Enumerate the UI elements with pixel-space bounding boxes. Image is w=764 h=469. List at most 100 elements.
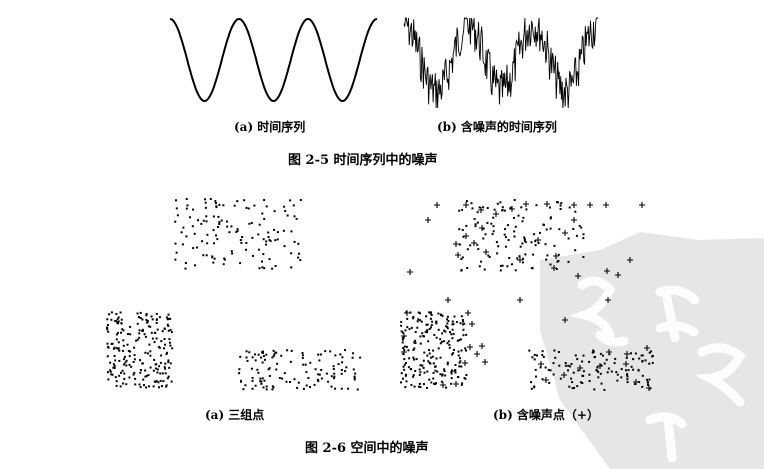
cluster-point <box>341 356 344 359</box>
cluster-point <box>144 351 147 354</box>
cluster-point <box>534 240 537 243</box>
cluster-point <box>175 207 178 210</box>
cluster-point <box>458 365 461 368</box>
cluster-point <box>273 228 276 231</box>
noise-point <box>543 377 549 383</box>
cluster-point <box>148 385 150 388</box>
cluster-point <box>215 234 217 237</box>
cluster-point <box>114 376 117 379</box>
cluster-point <box>245 248 247 251</box>
cluster-point <box>230 225 233 228</box>
cluster-point <box>482 206 485 209</box>
cluster-point <box>332 368 335 370</box>
cluster-point <box>626 381 629 384</box>
cluster-point <box>401 338 404 341</box>
cluster-point <box>454 369 457 371</box>
cluster-point <box>423 335 425 338</box>
cluster-point <box>296 386 299 389</box>
cluster-point <box>413 341 416 344</box>
cluster-point <box>252 254 254 257</box>
cluster-point <box>435 336 438 339</box>
noise-point <box>604 268 610 274</box>
cluster-point <box>250 222 253 224</box>
cluster-point <box>127 333 129 335</box>
cluster-point <box>128 363 131 366</box>
cluster-point <box>180 231 183 234</box>
cluster-point <box>264 358 266 361</box>
cluster-point <box>408 357 411 360</box>
cluster-point <box>156 368 159 371</box>
cluster-point <box>302 387 305 390</box>
cluster-point <box>265 385 268 388</box>
cluster-point <box>281 377 284 380</box>
noise-point <box>479 225 485 231</box>
cluster-point <box>263 379 266 382</box>
cluster-point <box>115 338 118 341</box>
cluster-point <box>417 311 420 314</box>
cluster-point <box>132 373 135 376</box>
cluster-point <box>548 381 551 384</box>
cluster-point <box>192 208 195 211</box>
cluster-point <box>169 344 172 347</box>
cluster-point <box>641 360 644 363</box>
cluster-point <box>454 364 457 366</box>
noise-point <box>467 344 473 350</box>
cluster-point <box>280 354 283 357</box>
cluster-point <box>402 347 405 349</box>
cluster-point <box>423 371 426 374</box>
cluster-point <box>247 207 250 210</box>
cluster-point <box>555 268 558 270</box>
cluster-point <box>290 266 293 269</box>
cluster-point <box>140 369 142 371</box>
noise-point <box>627 257 633 263</box>
cluster-point <box>204 206 207 209</box>
cluster-point <box>450 377 453 380</box>
cluster-point <box>107 324 109 326</box>
cluster-point <box>518 255 521 258</box>
cluster-point <box>499 269 502 272</box>
cluster-point <box>196 246 199 249</box>
cluster-point <box>274 351 277 354</box>
cluster-point <box>133 358 136 361</box>
cluster-point <box>644 359 647 362</box>
cluster-point <box>412 374 415 377</box>
cluster-point <box>491 233 494 236</box>
cluster-point <box>333 372 336 375</box>
cluster-point <box>513 216 515 219</box>
cluster-point <box>251 387 254 390</box>
cluster-point <box>223 257 226 260</box>
cluster-point <box>522 257 524 260</box>
cluster-point <box>201 240 204 243</box>
cluster-point <box>419 319 422 322</box>
cluster-point <box>486 207 489 209</box>
cluster-point <box>317 373 320 376</box>
cluster-point <box>265 243 267 246</box>
cluster-point <box>557 351 560 353</box>
cluster-point <box>325 372 328 375</box>
cluster-point <box>273 353 276 356</box>
cluster-point <box>403 358 406 361</box>
cluster-point <box>582 354 585 357</box>
cluster-point <box>541 350 544 353</box>
cluster-point <box>450 372 453 375</box>
cluster-point <box>166 377 169 380</box>
cluster-point <box>134 383 137 386</box>
cluster-point <box>145 386 148 389</box>
cluster-point <box>213 242 215 245</box>
cluster-point <box>476 211 479 214</box>
cluster-point <box>271 356 274 359</box>
cluster-point <box>297 242 300 245</box>
cluster-point <box>549 227 552 230</box>
cluster-point <box>569 365 572 368</box>
cluster-point <box>153 341 156 344</box>
cluster-point <box>409 311 412 314</box>
cluster-point <box>184 267 187 270</box>
cluster-point <box>571 381 574 384</box>
cluster-point <box>626 375 629 378</box>
cluster-point <box>547 368 550 371</box>
cluster-point <box>239 262 242 265</box>
cluster-point <box>111 342 114 345</box>
cluster-point <box>137 316 140 318</box>
cluster-point <box>522 216 525 219</box>
noise-point <box>603 202 609 208</box>
